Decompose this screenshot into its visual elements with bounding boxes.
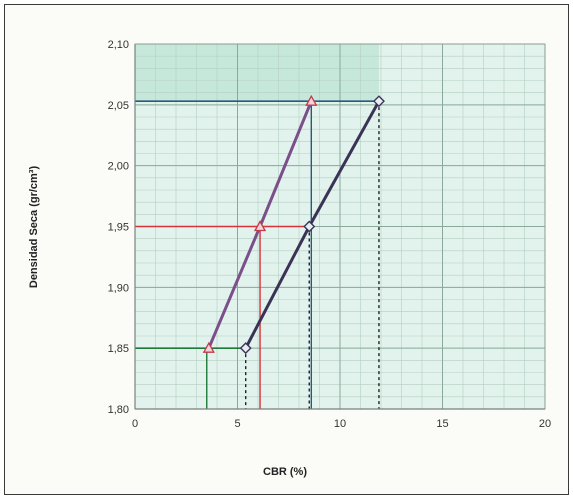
y-tick-label: 1,95 xyxy=(108,222,129,234)
triangle-marker xyxy=(305,94,318,106)
y-axis-title: Densidad Seca (gr/cm³) xyxy=(28,166,40,289)
triangle-marker xyxy=(202,341,215,353)
y-tick-label: 1,85 xyxy=(108,343,129,355)
y-tick-label: 1,80 xyxy=(108,404,129,416)
x-axis-title: CBR (%) xyxy=(263,466,307,478)
diamond-marker xyxy=(239,342,252,355)
x-tick-label: 10 xyxy=(334,418,346,430)
chart-frame: 0 5 10 15 20 1,80 1,85 1,90 1,95 2,00 2,05 2,10 CBR… xyxy=(4,4,569,495)
x-tick-label: 15 xyxy=(436,418,448,430)
y-tick-label: 2,05 xyxy=(108,100,129,112)
plot-border xyxy=(134,43,546,410)
diamond-marker xyxy=(372,95,385,108)
y-tick-label: 1,90 xyxy=(108,282,129,294)
x-tick-label: 20 xyxy=(539,418,551,430)
highlight-band xyxy=(135,44,379,102)
y-tick-label: 2,00 xyxy=(108,161,129,173)
y-tick-label: 2,10 xyxy=(108,39,129,51)
triangle-marker xyxy=(253,220,267,232)
diamond-marker xyxy=(303,220,316,233)
chart: 0 5 10 15 20 1,80 1,85 1,90 1,95 2,00 2,05 2,10 CBR… xyxy=(28,39,551,478)
x-tick-label: 0 xyxy=(132,418,138,430)
x-tick-label: 5 xyxy=(234,418,240,430)
